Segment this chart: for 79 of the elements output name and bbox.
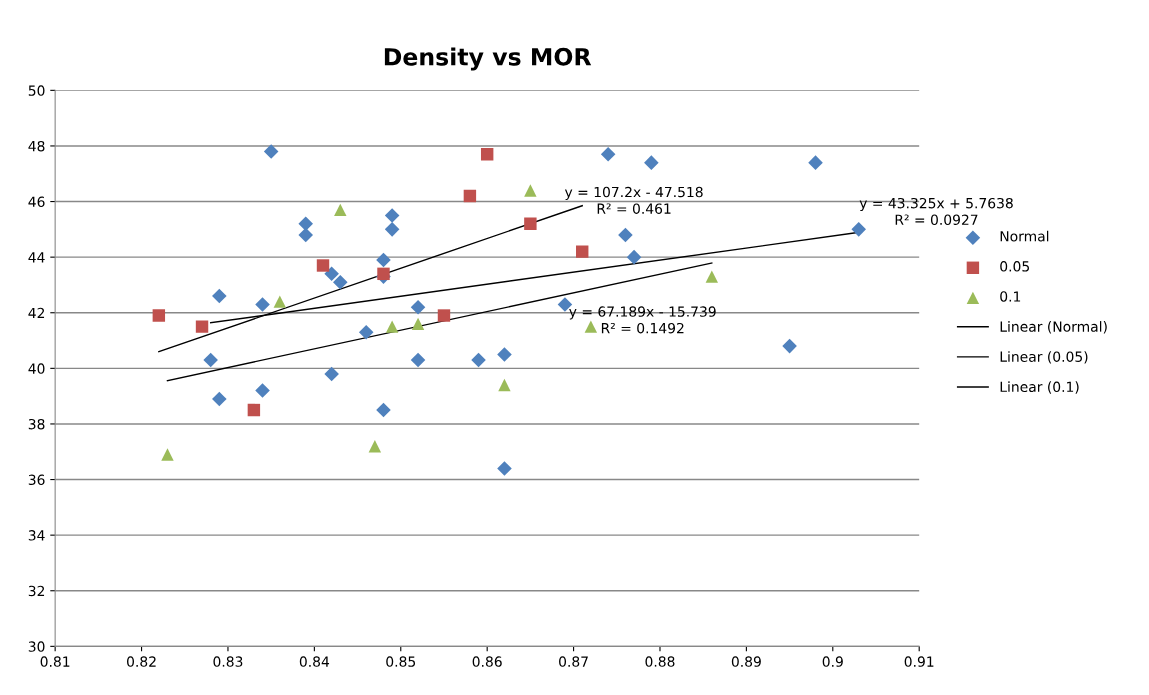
x-tick-label: 0.84: [299, 656, 330, 667]
point: [705, 270, 719, 283]
y-tick-label: 50: [28, 85, 45, 96]
point: [316, 259, 330, 272]
legend-label: Linear (0.05): [1000, 351, 1088, 364]
point: [376, 252, 391, 268]
point: [808, 155, 823, 170]
x-tick-label: 0.85: [386, 656, 416, 667]
x-tick-label: 0.88: [645, 656, 675, 667]
point: [411, 317, 425, 331]
y-tick-label: 48: [28, 140, 45, 152]
point: [263, 144, 279, 159]
point: [333, 274, 348, 290]
point: [480, 148, 494, 161]
point: [497, 347, 512, 362]
point: [298, 227, 314, 243]
y-tick-label: 40: [28, 363, 45, 374]
point: [212, 391, 227, 407]
legend-label: Linear (0.1): [1000, 381, 1079, 394]
point: [644, 155, 659, 170]
y-tick-label: 44: [28, 252, 45, 263]
legend-label: 0.05: [1000, 261, 1029, 272]
point: [782, 338, 797, 354]
y-tick-label: 34: [28, 530, 45, 541]
point: [255, 383, 270, 398]
point: [524, 184, 537, 197]
point: [324, 366, 339, 382]
x-tick-label: 0.83: [213, 656, 243, 667]
legend-label: 0.1: [1000, 291, 1021, 302]
point: [576, 245, 589, 258]
x-tick-label: 0.91: [904, 656, 934, 667]
point: [410, 299, 426, 315]
point: [255, 297, 270, 312]
point: [618, 227, 633, 243]
point: [368, 439, 382, 453]
point: [471, 352, 486, 368]
legend-label: Linear (Normal): [1000, 321, 1107, 334]
chart-title: Density vs MOR: [384, 47, 592, 71]
point: [376, 402, 391, 418]
point: [851, 222, 866, 237]
point: [161, 448, 174, 461]
y-tick-label: 38: [28, 418, 45, 430]
y-tick-label: 36: [28, 474, 45, 486]
point: [273, 295, 287, 308]
annotation: y = 43.325x + 5.7638 R² = 0.0927: [859, 197, 1013, 225]
point: [334, 203, 347, 217]
y-tick-label: 30: [28, 641, 45, 652]
x-tick-label: 0.81: [40, 656, 70, 667]
point: [203, 352, 218, 368]
point: [437, 309, 451, 322]
point: [410, 352, 426, 368]
annotation: y = 107.2x - 47.518 R² = 0.461: [564, 186, 703, 214]
point: [384, 222, 400, 237]
point: [298, 216, 314, 232]
y-tick-label: 32: [28, 585, 45, 597]
point: [524, 217, 537, 230]
x-tick-label: 0.86: [472, 656, 502, 667]
point: [497, 461, 512, 476]
x-tick-label: 0.89: [731, 656, 761, 667]
point: [600, 147, 616, 162]
point: [247, 403, 261, 417]
point: [584, 320, 598, 333]
point: [195, 320, 209, 333]
point: [463, 189, 477, 203]
point: [152, 309, 166, 322]
point: [626, 249, 642, 265]
point: [385, 320, 399, 333]
x-tick-label: 0.82: [127, 656, 156, 667]
point: [358, 324, 374, 340]
x-tick-label: 0.9: [822, 656, 843, 667]
point: [498, 378, 511, 392]
y-tick-label: 42: [28, 307, 45, 319]
point: [324, 266, 339, 282]
y-tick-label: 46: [28, 196, 45, 208]
point: [212, 288, 227, 304]
legend-label: Normal: [1000, 230, 1049, 242]
annotation: y = 67.189x - 15.739 R² = 0.1492: [569, 306, 716, 334]
x-tick-label: 0.87: [559, 656, 588, 667]
point: [384, 208, 400, 223]
